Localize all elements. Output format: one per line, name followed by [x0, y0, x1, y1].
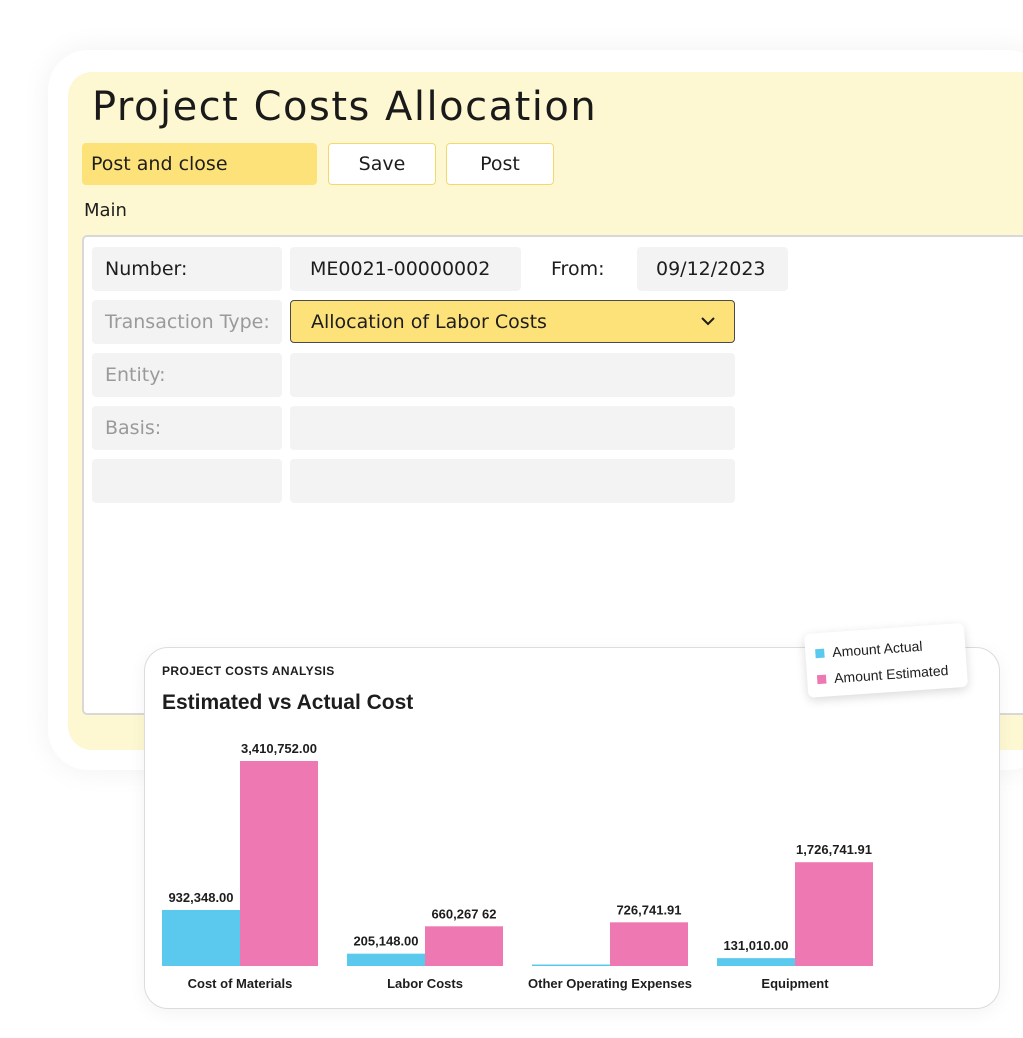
legend-item-estimated: Amount Estimated [816, 662, 949, 687]
page-title: Project Costs Allocation [92, 84, 598, 130]
chart-kicker: PROJECT COSTS ANALYSIS [162, 664, 335, 678]
category-label-0: Cost of Materials [188, 976, 293, 991]
data-label-estimated-2: 726,741.91 [616, 902, 681, 917]
bar-actual-2 [532, 964, 610, 966]
post-and-close-button[interactable]: Post and close [82, 143, 317, 185]
category-label-2: Other Operating Expenses [528, 976, 692, 991]
from-date-field[interactable]: 09/12/2023 [637, 247, 788, 291]
transaction-type-label: Transaction Type: [92, 300, 282, 344]
legend-swatch-actual [815, 648, 825, 658]
empty-label-cell [92, 459, 282, 503]
data-label-actual-3: 131,010.00 [723, 938, 788, 953]
save-button[interactable]: Save [328, 143, 436, 185]
post-button[interactable]: Post [446, 143, 554, 185]
chevron-down-icon [701, 317, 715, 326]
category-label-3: Equipment [761, 976, 829, 991]
data-label-estimated-1: 660,267 62 [431, 906, 496, 921]
legend-label-actual: Amount Actual [831, 637, 923, 661]
bar-estimated-1 [425, 926, 503, 966]
number-field[interactable]: ME0021-00000002 [290, 247, 521, 291]
bar-estimated-3 [795, 862, 873, 966]
entity-field[interactable] [290, 353, 735, 397]
data-label-estimated-3: 1,726,741.91 [796, 842, 872, 857]
bar-actual-3 [717, 958, 795, 966]
bar-actual-0 [162, 909, 240, 966]
empty-field[interactable] [290, 459, 735, 503]
legend-label-estimated: Amount Estimated [833, 662, 949, 686]
transaction-type-select[interactable]: Allocation of Labor Costs [290, 300, 735, 343]
number-label: Number: [92, 247, 282, 291]
entity-label: Entity: [92, 353, 282, 397]
legend-item-actual: Amount Actual [815, 638, 923, 661]
bar-estimated-2 [610, 922, 688, 966]
category-label-1: Labor Costs [387, 976, 463, 991]
data-label-actual-0: 932,348.00 [168, 890, 233, 905]
chart-title: Estimated vs Actual Cost [162, 691, 414, 714]
transaction-type-value: Allocation of Labor Costs [311, 310, 547, 333]
legend-swatch-estimated [816, 674, 827, 684]
data-label-estimated-0: 3,410,752.00 [241, 741, 317, 756]
data-label-actual-1: 205,148.00 [353, 934, 418, 949]
bar-actual-1 [347, 953, 425, 966]
from-label: From: [551, 258, 605, 280]
basis-label: Basis: [92, 406, 282, 450]
section-tab-main[interactable]: Main [84, 200, 127, 221]
chart-legend: Amount Actual Amount Estimated [804, 622, 969, 698]
basis-field[interactable] [290, 406, 735, 450]
bar-estimated-0 [240, 761, 318, 966]
